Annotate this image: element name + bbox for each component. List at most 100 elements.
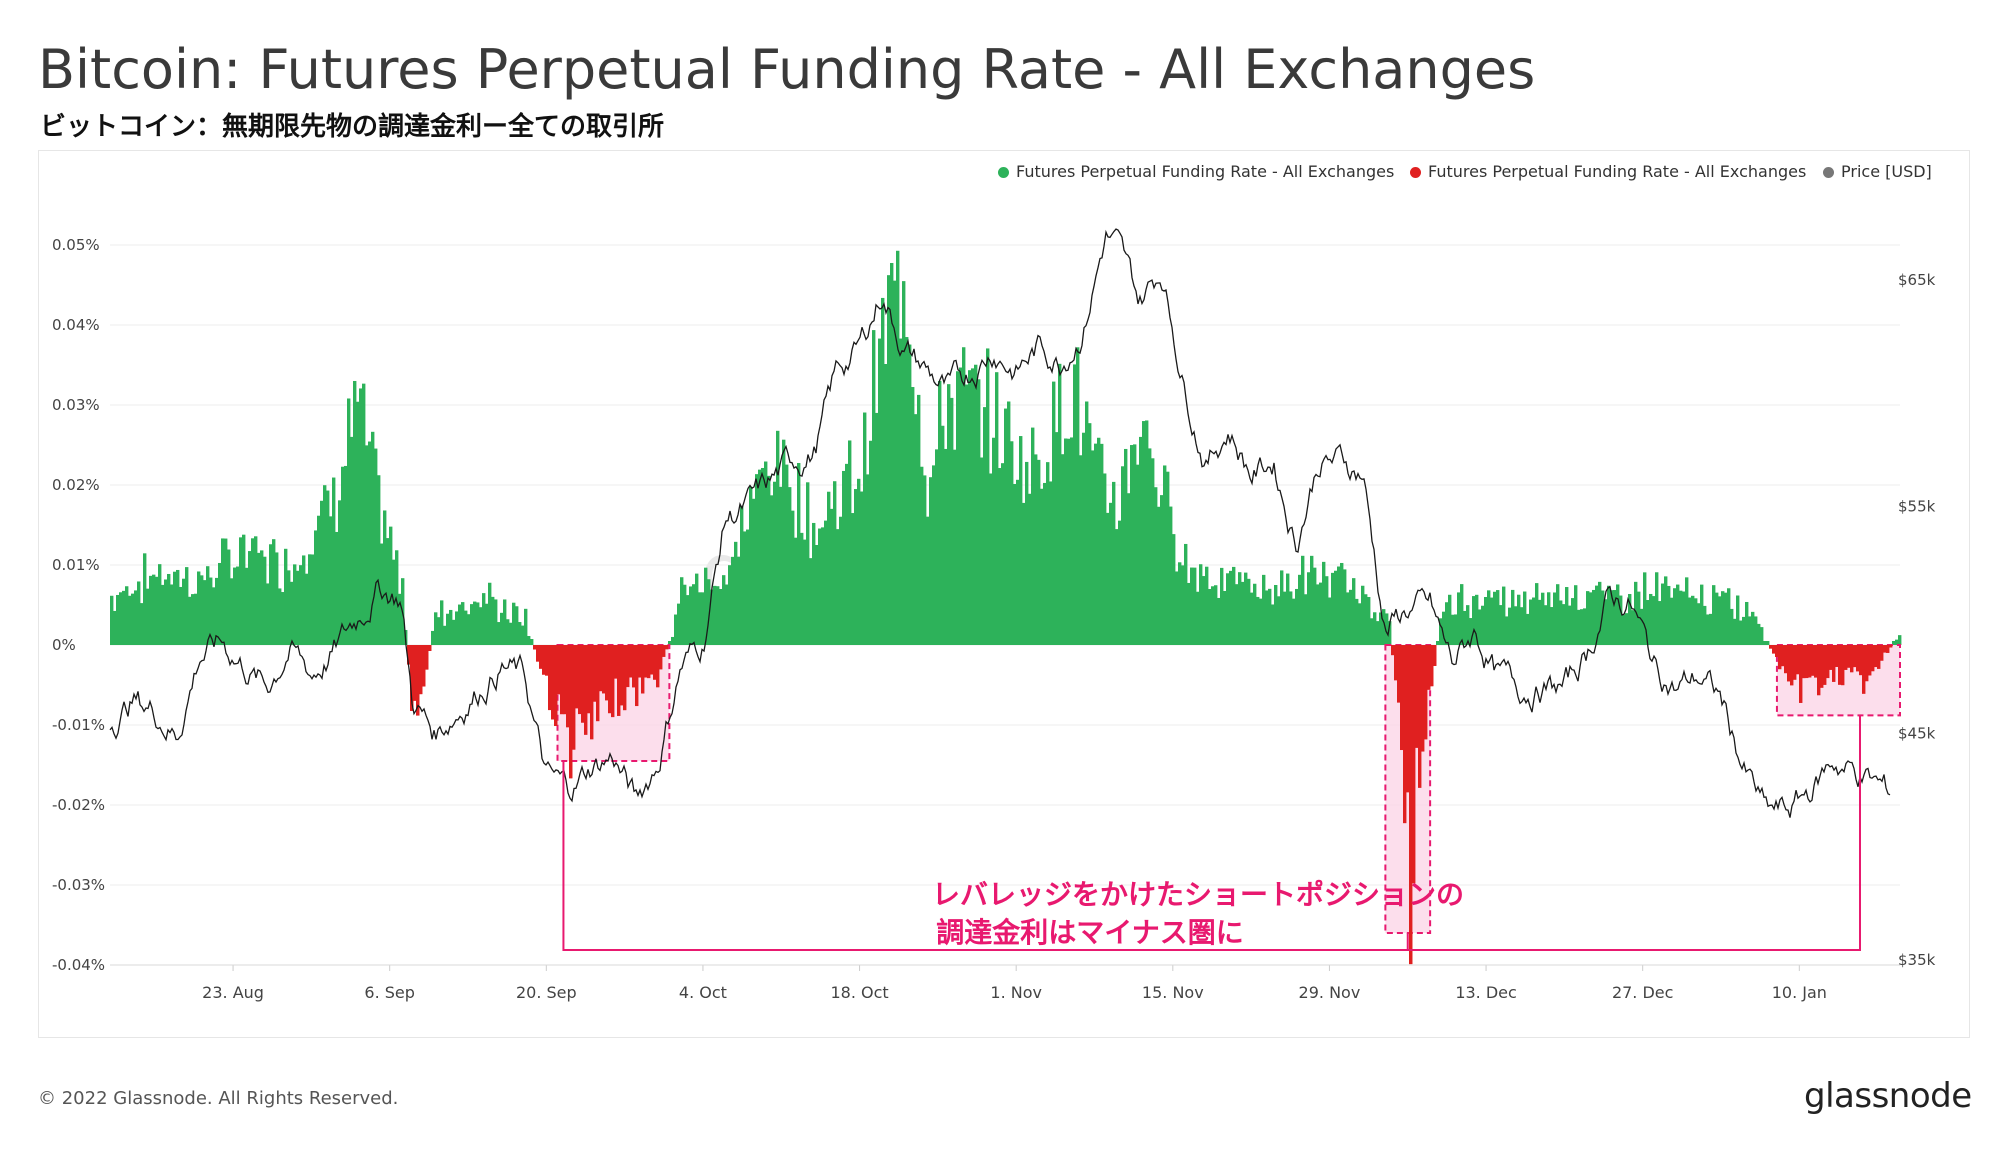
funding-bar-positive — [209, 577, 213, 645]
funding-bar-positive — [332, 477, 336, 645]
funding-bar-positive — [452, 619, 456, 645]
y-tick-label-left: 0.01% — [52, 556, 100, 574]
funding-bar-positive — [1448, 594, 1452, 645]
legend-item-funding-negative[interactable]: Futures Perpetual Funding Rate - All Exc… — [1410, 162, 1806, 181]
funding-bar-positive — [530, 639, 534, 645]
funding-bar-positive — [347, 398, 351, 645]
funding-bar-positive — [1334, 570, 1338, 645]
legend-item-funding-positive[interactable]: Futures Perpetual Funding Rate - All Exc… — [998, 162, 1394, 181]
funding-bar-positive — [269, 544, 273, 645]
y-tick-label-left: -0.04% — [52, 956, 105, 974]
funding-bar-positive — [1271, 604, 1275, 645]
funding-bar-negative — [1889, 645, 1893, 648]
funding-bar-positive — [128, 595, 132, 645]
funding-bar-positive — [341, 466, 345, 645]
funding-bar-positive — [1193, 567, 1197, 645]
funding-bar-positive — [776, 430, 780, 645]
funding-bar-positive — [1358, 603, 1362, 645]
funding-bar-positive — [959, 367, 963, 645]
funding-bar-positive — [1508, 607, 1512, 645]
funding-bar-positive — [110, 595, 114, 645]
funding-bar-positive — [1562, 604, 1566, 645]
funding-bar-positive — [155, 576, 159, 645]
funding-bar-positive — [908, 344, 912, 645]
funding-bar-positive — [176, 569, 180, 645]
funding-bar-positive — [857, 478, 861, 645]
funding-bar-positive — [1763, 641, 1767, 645]
funding-bar-negative — [410, 645, 414, 711]
funding-bar-positive — [1046, 462, 1050, 645]
funding-bar-positive — [1223, 591, 1227, 645]
funding-bar-positive — [395, 550, 399, 645]
funding-bar-negative — [1871, 645, 1875, 672]
funding-bar-positive — [845, 463, 849, 645]
funding-bar-positive — [386, 538, 390, 645]
funding-bar-positive — [1481, 605, 1485, 645]
funding-bar-positive — [203, 580, 207, 645]
funding-bar-positive — [1361, 585, 1365, 645]
funding-bar-positive — [854, 489, 858, 645]
funding-bar-positive — [446, 613, 450, 645]
funding-bar-positive — [920, 466, 924, 645]
funding-bar-positive — [1286, 573, 1290, 645]
funding-bar-positive — [1151, 458, 1155, 645]
funding-bar-positive — [1634, 581, 1638, 645]
funding-bar-positive — [968, 370, 972, 645]
funding-bar-positive — [1061, 454, 1065, 645]
funding-bar-positive — [281, 592, 285, 645]
funding-bar-positive — [440, 600, 444, 645]
funding-bar-negative — [590, 645, 594, 740]
funding-bar-positive — [1019, 436, 1023, 645]
funding-bar-positive — [278, 588, 282, 645]
funding-bar-positive — [1145, 420, 1149, 645]
funding-bar-negative — [1808, 645, 1812, 678]
legend-item-price[interactable]: Price [USD] — [1823, 162, 1932, 181]
funding-bar-positive — [1343, 569, 1347, 645]
funding-bar-negative — [605, 645, 609, 701]
funding-bar-negative — [1817, 645, 1821, 696]
funding-bar-negative — [623, 645, 627, 711]
funding-bar-positive — [950, 397, 954, 645]
funding-bar-positive — [170, 584, 174, 645]
funding-bar-positive — [383, 510, 387, 645]
funding-bar-positive — [1352, 578, 1356, 645]
funding-bar-positive — [1196, 591, 1200, 645]
legend-label: Futures Perpetual Funding Rate - All Exc… — [1428, 162, 1807, 181]
funding-bar-positive — [311, 554, 315, 645]
funding-bar-positive — [377, 475, 381, 645]
y-tick-label-left: -0.02% — [52, 796, 105, 814]
funding-bar-positive — [305, 573, 309, 645]
funding-bar-positive — [1142, 421, 1146, 645]
x-tick-label: 29. Nov — [1299, 983, 1361, 1002]
axis-labels: 0.05% 0.04% 0.03% 0.02% 0.01% 0% -0.01% -0.02% -… — [52, 236, 1936, 1002]
funding-bar-positive — [794, 537, 798, 645]
funding-bar-negative — [620, 645, 624, 706]
funding-bar-negative — [1424, 645, 1428, 740]
funding-bar-positive — [1256, 596, 1260, 645]
funding-rate-area — [110, 250, 1902, 965]
funding-bar-positive — [953, 449, 957, 645]
funding-bar-positive — [827, 491, 831, 645]
funding-bar-positive — [263, 556, 267, 645]
funding-bar-negative — [1400, 645, 1404, 751]
funding-bar-positive — [1679, 590, 1683, 645]
funding-bar-negative — [1772, 645, 1776, 654]
funding-bar-positive — [1331, 572, 1335, 645]
funding-bar-positive — [1748, 616, 1752, 645]
funding-bar-positive — [1688, 597, 1692, 645]
funding-bar-negative — [644, 645, 648, 678]
funding-bar-positive — [221, 538, 225, 645]
x-tick-label: 1. Nov — [990, 983, 1042, 1002]
funding-bar-negative — [650, 645, 654, 675]
funding-bar-positive — [524, 608, 528, 645]
funding-bar-positive — [758, 469, 762, 645]
funding-bar-positive — [275, 552, 279, 645]
funding-bar-positive — [137, 581, 141, 645]
funding-bar-positive — [371, 431, 375, 645]
funding-bar-positive — [1337, 566, 1341, 645]
funding-bar-positive — [257, 552, 261, 645]
funding-bar-positive — [914, 414, 918, 645]
funding-bar-negative — [416, 645, 420, 716]
funding-bar-positive — [695, 573, 699, 645]
funding-bar-positive — [116, 594, 120, 645]
